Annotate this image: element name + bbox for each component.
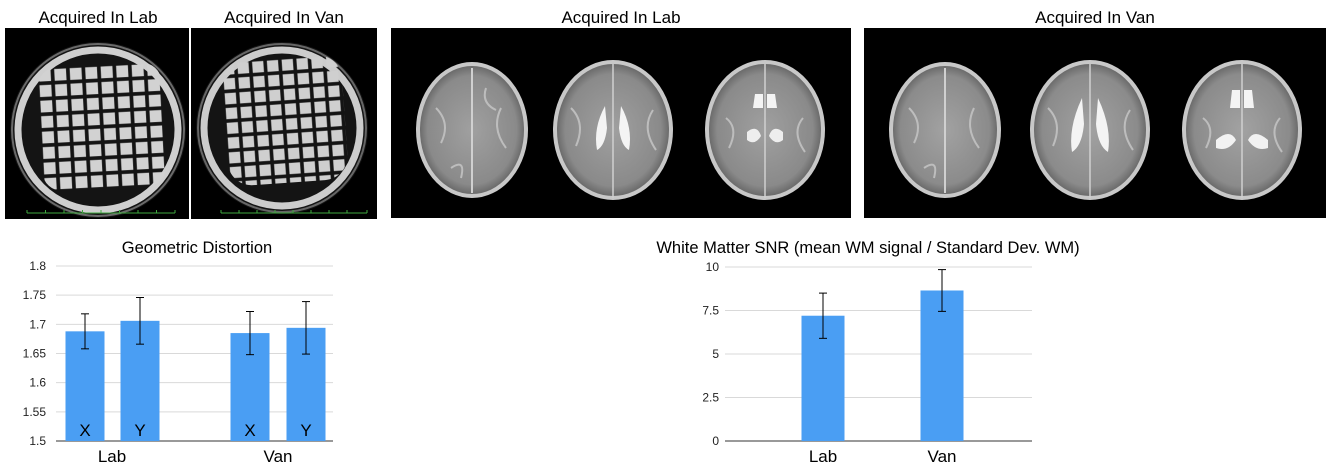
bar-label: X <box>244 421 255 440</box>
brain-lab-caption: Acquired In Lab <box>561 8 681 27</box>
x-group-label: Lab <box>98 447 126 466</box>
brain-van-slice-2 <box>1030 60 1150 200</box>
snr-chart: 0 2.5 5 7.5 10 Lab Van <box>702 260 1032 466</box>
brain-van-slice-1 <box>889 62 1001 198</box>
x-category-label: Lab <box>809 447 837 466</box>
y-tick-label: 1.75 <box>23 288 47 302</box>
brain-lab-image <box>391 28 851 218</box>
brain-van-slice-3 <box>1182 60 1302 200</box>
bar-label: Y <box>300 421 311 440</box>
brain-van-caption: Acquired In Van <box>1035 8 1155 27</box>
y-tick-label: 1.7 <box>29 317 46 331</box>
brain-lab-slice-3 <box>705 60 825 200</box>
y-tick-label: 1.65 <box>23 347 47 361</box>
y-tick-label: 1.55 <box>23 405 47 419</box>
brain-lab-slice-1 <box>416 62 528 198</box>
y-tick-label: 1.6 <box>29 376 46 390</box>
distortion-chart: 1.5 1.55 1.6 1.65 1.7 1.75 1.8 X Y X Y Lab Van <box>23 259 333 466</box>
x-group-label: Van <box>264 447 293 466</box>
bar <box>65 331 105 441</box>
distortion-chart-title: Geometric Distortion <box>121 239 273 257</box>
phantom-lab-caption: Acquired In Lab <box>38 8 158 27</box>
y-tick-label: 10 <box>706 260 720 274</box>
brain-van-image <box>864 28 1326 218</box>
bar <box>920 290 964 441</box>
phantom-van-image <box>191 28 377 219</box>
x-category-label: Van <box>928 447 957 466</box>
y-tick-label: 1.5 <box>29 434 46 448</box>
phantom-van-caption: Acquired In Van <box>224 8 344 27</box>
y-tick-label: 5 <box>712 347 719 361</box>
bar-label: X <box>79 421 90 440</box>
y-tick-label: 0 <box>712 434 719 448</box>
brain-lab-slice-2 <box>553 60 673 200</box>
snr-chart-title: White Matter SNR (mean WM signal / Stand… <box>656 239 1080 257</box>
phantom-lab-image <box>5 28 189 219</box>
y-tick-label: 7.5 <box>702 304 719 318</box>
y-tick-label: 1.8 <box>29 259 46 273</box>
bar-label: Y <box>134 421 145 440</box>
y-tick-label: 2.5 <box>702 391 719 405</box>
